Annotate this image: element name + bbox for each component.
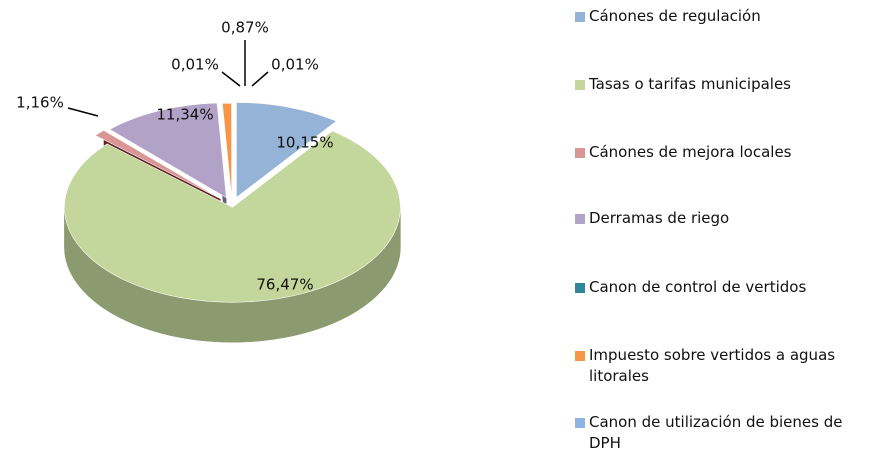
legend-swatch: [575, 80, 585, 90]
legend-label: Cánones de mejora locales: [589, 143, 792, 161]
legend: Cánones de regulación Tasas o tarifas mun…: [575, 6, 875, 456]
legend-item: Cánones de mejora locales: [575, 142, 792, 163]
legend-item: Canon de utilización de bienes de DPH: [575, 412, 875, 454]
slice: [94, 130, 221, 199]
data-label: 10,15%: [276, 134, 333, 152]
slice: [236, 102, 337, 199]
chart: 10,15% 76,47% 1,16% 11,34% 0,01% 0,87% 0,01%: [16, 19, 401, 343]
legend-label: Canon de control de vertidos: [589, 278, 807, 296]
legend-item: Derramas de riego: [575, 208, 729, 229]
legend-label: Impuesto sobre vertidos a aguas litorale…: [589, 346, 836, 385]
data-label: 0,01%: [271, 56, 319, 74]
leader-line: [221, 71, 241, 87]
legend-label: Tasas o tarifas municipales: [589, 75, 792, 93]
legend-swatch: [575, 418, 585, 428]
slice: [222, 102, 232, 199]
legend-label: Derramas de riego: [589, 209, 730, 227]
data-label: 11,34%: [156, 106, 213, 124]
slice: [109, 102, 227, 199]
legend-swatch: [575, 12, 585, 22]
data-label: 76,47%: [256, 276, 313, 294]
slice: [221, 103, 232, 199]
data-label: 0,01%: [171, 56, 219, 74]
legend-item: Tasas o tarifas municipales: [575, 74, 791, 95]
legend-item: Impuesto sobre vertidos a aguas litorale…: [575, 345, 875, 387]
data-label: 1,16%: [16, 94, 64, 112]
leader-line: [67, 107, 99, 117]
legend-swatch: [575, 351, 585, 361]
legend-item: Canon de control de vertidos: [575, 277, 806, 298]
legend-label: Cánones de regulación: [589, 7, 761, 25]
slice: [64, 130, 401, 303]
legend-swatch: [575, 148, 585, 158]
legend-swatch: [575, 214, 585, 224]
legend-item: Cánones de regulación: [575, 6, 761, 27]
legend-label: Canon de utilización de bienes de DPH: [589, 413, 843, 452]
leader-line: [251, 71, 269, 87]
legend-swatch: [575, 283, 585, 293]
data-label: 0,87%: [221, 19, 269, 37]
